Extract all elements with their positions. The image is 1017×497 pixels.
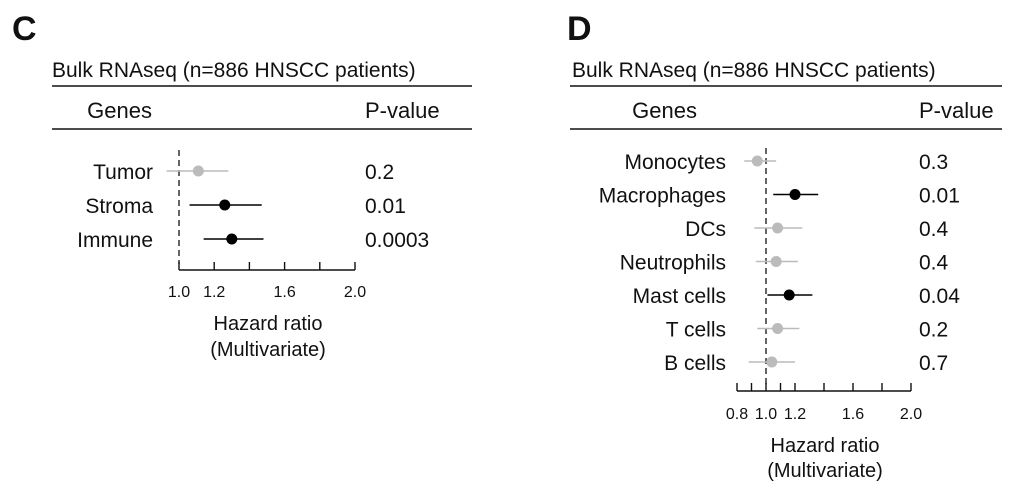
x-tick-label: 2.0 bbox=[344, 284, 366, 301]
hr-point bbox=[219, 199, 231, 211]
hr-point bbox=[770, 256, 782, 267]
row-label: DCs bbox=[685, 218, 726, 241]
row-label: Macrophages bbox=[599, 185, 726, 208]
panel-d: D Bulk RNAseq (n=886 HNSCC patients) Genes… bbox=[567, 10, 1002, 482]
row-label: T cells bbox=[666, 319, 726, 342]
chart-title: Bulk RNAseq (n=886 HNSCC patients) bbox=[572, 59, 936, 82]
x-tick-label: 1.2 bbox=[203, 284, 225, 301]
x-tick-label: 1.0 bbox=[755, 406, 777, 423]
hr-point bbox=[783, 289, 795, 301]
column-header-genes: Genes bbox=[632, 98, 697, 123]
x-axis-label: Hazard ratio bbox=[214, 313, 323, 335]
p-value: 0.2 bbox=[919, 319, 948, 342]
panel-letter: C bbox=[12, 10, 37, 48]
p-value: 0.4 bbox=[919, 218, 949, 241]
p-value: 0.3 bbox=[919, 151, 948, 174]
x-tick-label: 1.6 bbox=[273, 284, 295, 301]
hr-point bbox=[772, 323, 784, 334]
row-label: Neutrophils bbox=[620, 252, 726, 275]
column-header-p-value: P-value bbox=[365, 98, 440, 123]
hr-point bbox=[192, 165, 204, 177]
x-tick-label: 1.6 bbox=[842, 406, 864, 423]
p-value: 0.2 bbox=[365, 161, 394, 184]
x-tick-label: 2.0 bbox=[900, 406, 922, 423]
row-label: B cells bbox=[664, 352, 726, 375]
p-value: 0.01 bbox=[365, 195, 406, 218]
hr-point bbox=[751, 155, 763, 167]
panel-letter: D bbox=[567, 10, 592, 48]
row-label: Immune bbox=[77, 229, 153, 252]
x-axis-label-sub: (Multivariate) bbox=[767, 460, 883, 482]
column-header-genes: Genes bbox=[87, 98, 152, 123]
hr-point bbox=[789, 189, 801, 200]
x-tick-label: 0.8 bbox=[726, 406, 748, 423]
row-label: Tumor bbox=[93, 161, 153, 184]
x-tick-label: 1.0 bbox=[168, 284, 190, 301]
p-value: 0.04 bbox=[919, 285, 960, 308]
p-value: 0.01 bbox=[919, 185, 960, 208]
x-tick-label: 1.2 bbox=[784, 406, 806, 423]
hr-point bbox=[226, 233, 238, 245]
p-value: 0.4 bbox=[919, 252, 949, 275]
row-label: Mast cells bbox=[633, 285, 726, 308]
chart-title: Bulk RNAseq (n=886 HNSCC patients) bbox=[52, 59, 416, 82]
row-label: Monocytes bbox=[624, 151, 726, 174]
hr-point bbox=[772, 222, 784, 234]
p-value: 0.0003 bbox=[365, 229, 429, 252]
x-axis-label: Hazard ratio bbox=[771, 435, 880, 457]
panel-c: C Bulk RNAseq (n=886 HNSCC patients) Genes… bbox=[12, 10, 472, 361]
p-value: 0.7 bbox=[919, 352, 948, 375]
x-axis-label-sub: (Multivariate) bbox=[210, 339, 326, 361]
column-header-p-value: P-value bbox=[919, 98, 994, 123]
hr-point bbox=[766, 356, 778, 368]
row-label: Stroma bbox=[85, 195, 153, 218]
